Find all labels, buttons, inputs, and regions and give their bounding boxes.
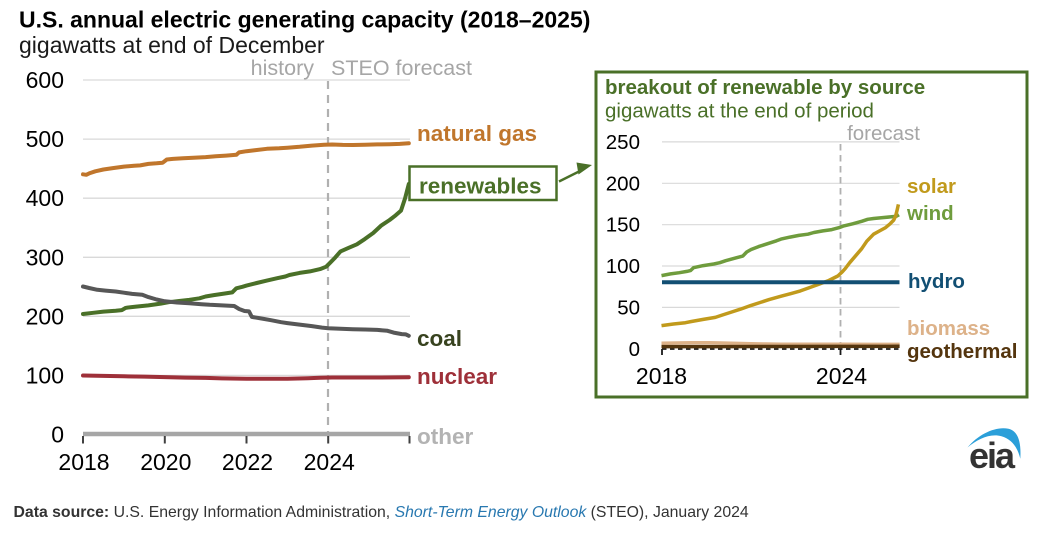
svg-text:150: 150 (606, 214, 640, 237)
svg-text:gigawatts at end of December: gigawatts at end of December (19, 32, 325, 58)
svg-text:2020: 2020 (140, 449, 191, 475)
svg-text:hydro: hydro (908, 270, 965, 293)
svg-text:U.S. annual electric generatin: U.S. annual electric generating capacity… (19, 7, 590, 33)
svg-text:2024: 2024 (304, 449, 355, 475)
svg-text:200: 200 (26, 303, 64, 329)
svg-text:coal: coal (417, 326, 462, 351)
svg-text:50: 50 (617, 296, 640, 319)
svg-text:Data source: U.S. Energy Infor: Data source: U.S. Energy Information Adm… (14, 504, 749, 521)
svg-text:natural gas: natural gas (417, 121, 537, 146)
svg-text:other: other (417, 424, 473, 449)
svg-text:wind: wind (906, 202, 954, 225)
svg-text:0: 0 (629, 338, 640, 361)
svg-text:2018: 2018 (636, 363, 687, 389)
svg-text:forecast: forecast (847, 122, 920, 145)
svg-text:gigawatts at the end of period: gigawatts at the end of period (605, 100, 874, 123)
svg-text:100: 100 (606, 255, 640, 278)
svg-text:200: 200 (606, 172, 640, 195)
svg-text:biomass: biomass (907, 317, 990, 340)
svg-text:500: 500 (26, 126, 64, 152)
svg-text:history: history (251, 56, 315, 80)
svg-text:2024: 2024 (816, 363, 867, 389)
svg-text:breakout of renewable by sourc: breakout of renewable by source (605, 76, 925, 99)
svg-text:geothermal: geothermal (907, 340, 1018, 363)
svg-text:600: 600 (26, 67, 64, 93)
svg-text:2018: 2018 (58, 449, 109, 475)
svg-text:STEO forecast: STEO forecast (331, 56, 472, 80)
svg-text:400: 400 (26, 185, 64, 211)
svg-text:renewables: renewables (419, 174, 542, 199)
svg-text:eia: eia (969, 435, 1016, 476)
svg-text:nuclear: nuclear (417, 364, 497, 389)
svg-text:100: 100 (26, 362, 64, 388)
svg-text:solar: solar (907, 175, 956, 198)
svg-text:2022: 2022 (222, 449, 273, 475)
svg-text:250: 250 (606, 131, 640, 154)
svg-text:300: 300 (26, 244, 64, 270)
svg-text:0: 0 (51, 422, 64, 448)
